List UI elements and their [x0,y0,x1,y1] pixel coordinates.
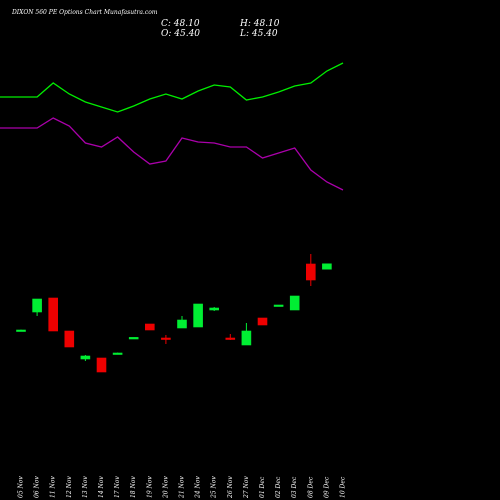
close-value: C: 48.10 [161,19,200,29]
candle [241,323,252,346]
x-tick-label: 27 Nov [243,476,250,499]
candle-body [64,330,75,348]
x-axis-labels: 05 Nov 06 Nov 11 Nov 12 Nov 13 Nov 14 Nov 17 N… [18,476,347,499]
candle-body [289,295,300,311]
x-tick-label: 24 Nov [195,476,202,499]
candle-body [241,330,252,346]
x-tick-label: 02 Dec [275,476,282,498]
candle-body [16,329,26,332]
x-tick-label: 06 Nov [34,476,41,498]
candles [16,254,332,373]
candle [225,334,236,340]
candle [80,355,91,361]
x-tick-label: 21 Nov [179,476,186,499]
x-tick-label: 25 Nov [211,476,218,499]
x-tick-label: 11 Nov [50,476,57,498]
x-tick-label: 08 Dec [307,476,314,498]
candle [209,307,219,311]
candle [289,295,300,311]
x-tick-label: 12 Nov [66,476,73,498]
x-tick-label: 03 Dec [291,476,298,498]
candle [48,297,59,332]
candle [64,330,75,348]
candle [32,298,42,316]
candle [257,317,268,326]
x-tick-label: 05 Nov [18,476,25,498]
x-tick-label: 01 Dec [259,476,266,498]
candle-body [193,303,203,328]
candle [16,329,26,332]
x-tick-label: 19 Nov [146,476,153,498]
x-tick-label: 17 Nov [114,476,121,498]
candle [177,316,187,329]
candle [112,352,123,355]
candle [145,323,155,331]
chart-title: DIXON 560 PE Options Chart Munafasutra.c… [12,9,158,16]
candle-body [305,263,316,281]
candle-body [161,337,171,340]
candle-body [322,263,332,270]
lower-indicator-line [0,117,344,191]
candle-body [32,298,42,313]
candle-body [225,337,236,340]
candle [193,303,203,328]
candle-body [177,319,187,329]
candle-body [96,357,107,373]
x-tick-label: 14 Nov [98,476,105,498]
candle [96,357,107,373]
open-value: O: 45.40 [161,29,201,39]
x-tick-label: 13 Nov [82,476,89,498]
x-tick-label: 18 Nov [130,476,137,498]
candle [128,337,139,340]
candle-body [48,297,59,332]
candle-body [257,317,268,326]
x-tick-label: 09 Dec [323,476,330,498]
candle [305,254,316,286]
indicator-lines [0,62,344,191]
low-value: L: 45.40 [240,29,278,39]
x-tick-label: 10 Dec [340,476,347,498]
candle-body [273,304,284,307]
candle-body [145,323,155,331]
upper-indicator-line [0,62,344,113]
x-tick-label: 26 Nov [227,476,234,499]
candle [161,335,171,344]
candle-body [128,337,139,340]
high-value: H: 48.10 [240,19,280,29]
candle [322,263,332,270]
candle-body [209,307,219,311]
x-tick-label: 20 Nov [162,476,169,499]
candle-body [112,352,123,355]
candle-body [80,355,91,360]
candle [273,304,284,307]
